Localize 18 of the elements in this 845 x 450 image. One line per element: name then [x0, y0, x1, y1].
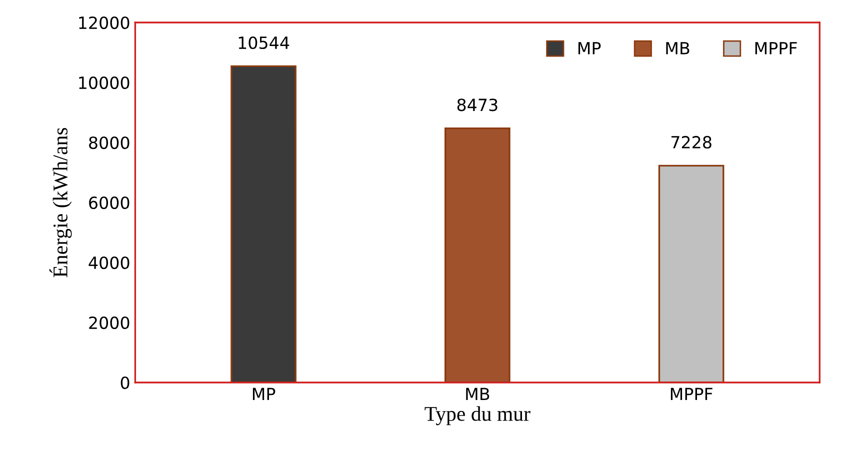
x-tick-label: MB [466, 388, 490, 400]
data-label: 7228 [671, 136, 712, 149]
x-axis-title: Type du mur [424, 406, 530, 426]
legend-label: MB [666, 42, 690, 54]
legend-label: MPPF [755, 42, 797, 54]
y-tick-label: 2000 [89, 316, 130, 330]
y-axis-title: Énergie (kWh/ans [49, 128, 72, 278]
x-tick-label: MP [252, 388, 276, 400]
y-tick-label: 10000 [79, 76, 130, 90]
y-tick-label: 4000 [88, 256, 130, 270]
x-tick-label: MPPF [670, 388, 712, 400]
data-label: 8473 [457, 98, 498, 112]
y-tick-label: 8000 [89, 136, 130, 150]
data-label: 10544 [238, 36, 290, 50]
legend-label: MP [578, 42, 601, 54]
y-tick-label: 12000 [79, 16, 130, 30]
y-tick-label: 6000 [89, 196, 130, 210]
y-tick-label: 0 [120, 376, 130, 390]
